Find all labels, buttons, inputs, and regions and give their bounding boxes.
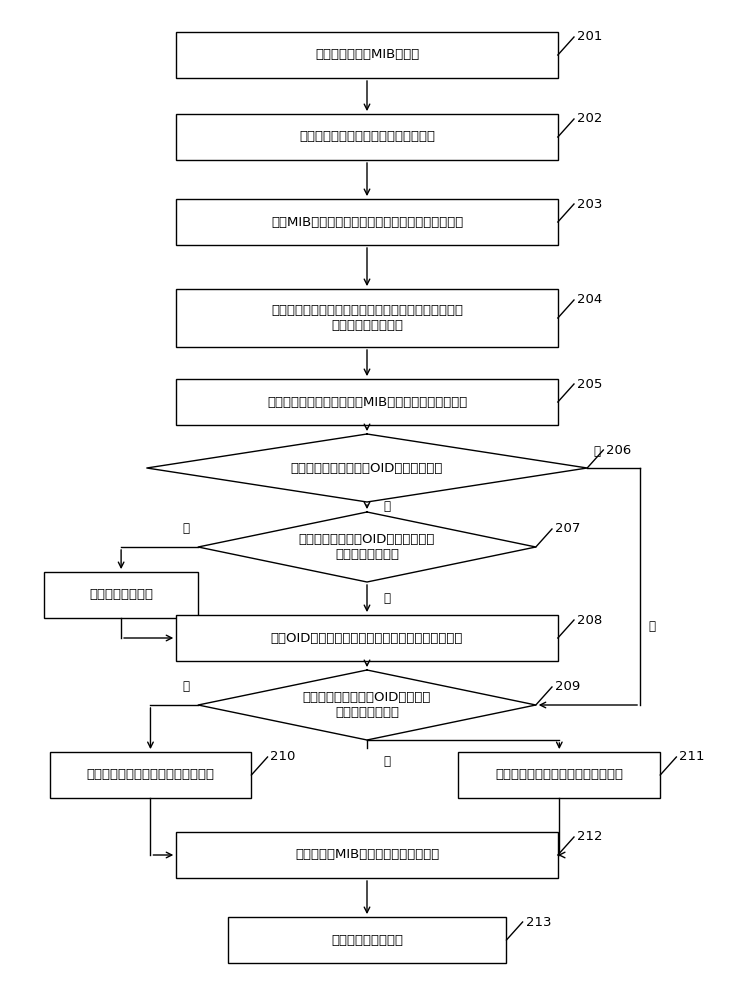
FancyBboxPatch shape — [176, 615, 558, 661]
Text: 210: 210 — [271, 750, 296, 764]
Polygon shape — [198, 512, 536, 582]
Text: 209: 209 — [555, 680, 580, 694]
Text: 从该MIB库文件中提取与该对象项目对应的数据字段: 从该MIB库文件中提取与该对象项目对应的数据字段 — [271, 216, 463, 229]
Text: 获取预设的结构化模型所需的对象项目: 获取预设的结构化模型所需的对象项目 — [299, 130, 435, 143]
Text: 检查两个匹配的该OID节点下的属性
内容是否存在变更: 检查两个匹配的该OID节点下的属性 内容是否存在变更 — [299, 533, 435, 561]
FancyBboxPatch shape — [458, 752, 661, 798]
Text: 根据所有该对象项目生成该MIB库文件对应的数据对象: 根据所有该对象项目生成该MIB库文件对应的数据对象 — [267, 395, 467, 408]
FancyBboxPatch shape — [49, 752, 251, 798]
FancyBboxPatch shape — [176, 379, 558, 425]
Text: 否: 否 — [649, 619, 656, 633]
Text: 是: 是 — [182, 680, 189, 693]
Text: 否: 否 — [593, 445, 600, 458]
Text: 否: 否 — [383, 755, 390, 768]
FancyBboxPatch shape — [176, 32, 558, 78]
Text: 205: 205 — [577, 377, 603, 390]
FancyBboxPatch shape — [176, 199, 558, 245]
Text: 将删除节点信息写入该版本对比结果: 将删除节点信息写入该版本对比结果 — [495, 768, 623, 782]
Text: 加载两个版本的MIB库文件: 加载两个版本的MIB库文件 — [315, 48, 419, 62]
Text: 对比两个该数据对象的OID节点是否匹配: 对比两个该数据对象的OID节点是否匹配 — [291, 462, 443, 475]
FancyBboxPatch shape — [176, 289, 558, 347]
Text: 按照正常流程执行: 按照正常流程执行 — [89, 588, 153, 601]
Text: 否: 否 — [182, 522, 189, 535]
Text: 判断两个不匹配的该OID节点之间
是否存在新增节点: 判断两个不匹配的该OID节点之间 是否存在新增节点 — [303, 691, 431, 719]
Text: 204: 204 — [577, 293, 602, 306]
Text: 是: 是 — [383, 592, 390, 605]
Text: 208: 208 — [577, 613, 602, 626]
Polygon shape — [147, 434, 587, 502]
Text: 得到两个该MIB库文件的版本对比结果: 得到两个该MIB库文件的版本对比结果 — [295, 848, 439, 861]
Text: 201: 201 — [577, 30, 603, 43]
FancyBboxPatch shape — [228, 917, 506, 963]
Text: 213: 213 — [526, 916, 551, 928]
Text: 输出该版本对比结果: 输出该版本对比结果 — [331, 934, 403, 946]
Text: 211: 211 — [680, 750, 705, 764]
Text: 将新增节点信息写入该版本对比结果: 将新增节点信息写入该版本对比结果 — [87, 768, 214, 782]
Text: 206: 206 — [606, 444, 631, 456]
Text: 是: 是 — [383, 500, 390, 514]
Text: 212: 212 — [577, 830, 603, 844]
Text: 203: 203 — [577, 198, 603, 211]
Text: 207: 207 — [555, 522, 581, 535]
FancyBboxPatch shape — [176, 832, 558, 878]
FancyBboxPatch shape — [176, 114, 558, 160]
FancyBboxPatch shape — [44, 572, 198, 618]
Text: 根据预设对应规则对该数据字段进行解析，得到的解析
数据写入该对象项目: 根据预设对应规则对该数据字段进行解析，得到的解析 数据写入该对象项目 — [271, 304, 463, 332]
Text: 202: 202 — [577, 112, 603, 125]
Polygon shape — [198, 670, 536, 740]
Text: 将该OID节点下变更的属性内容写入该版本对比结果: 将该OID节点下变更的属性内容写入该版本对比结果 — [271, 632, 463, 645]
